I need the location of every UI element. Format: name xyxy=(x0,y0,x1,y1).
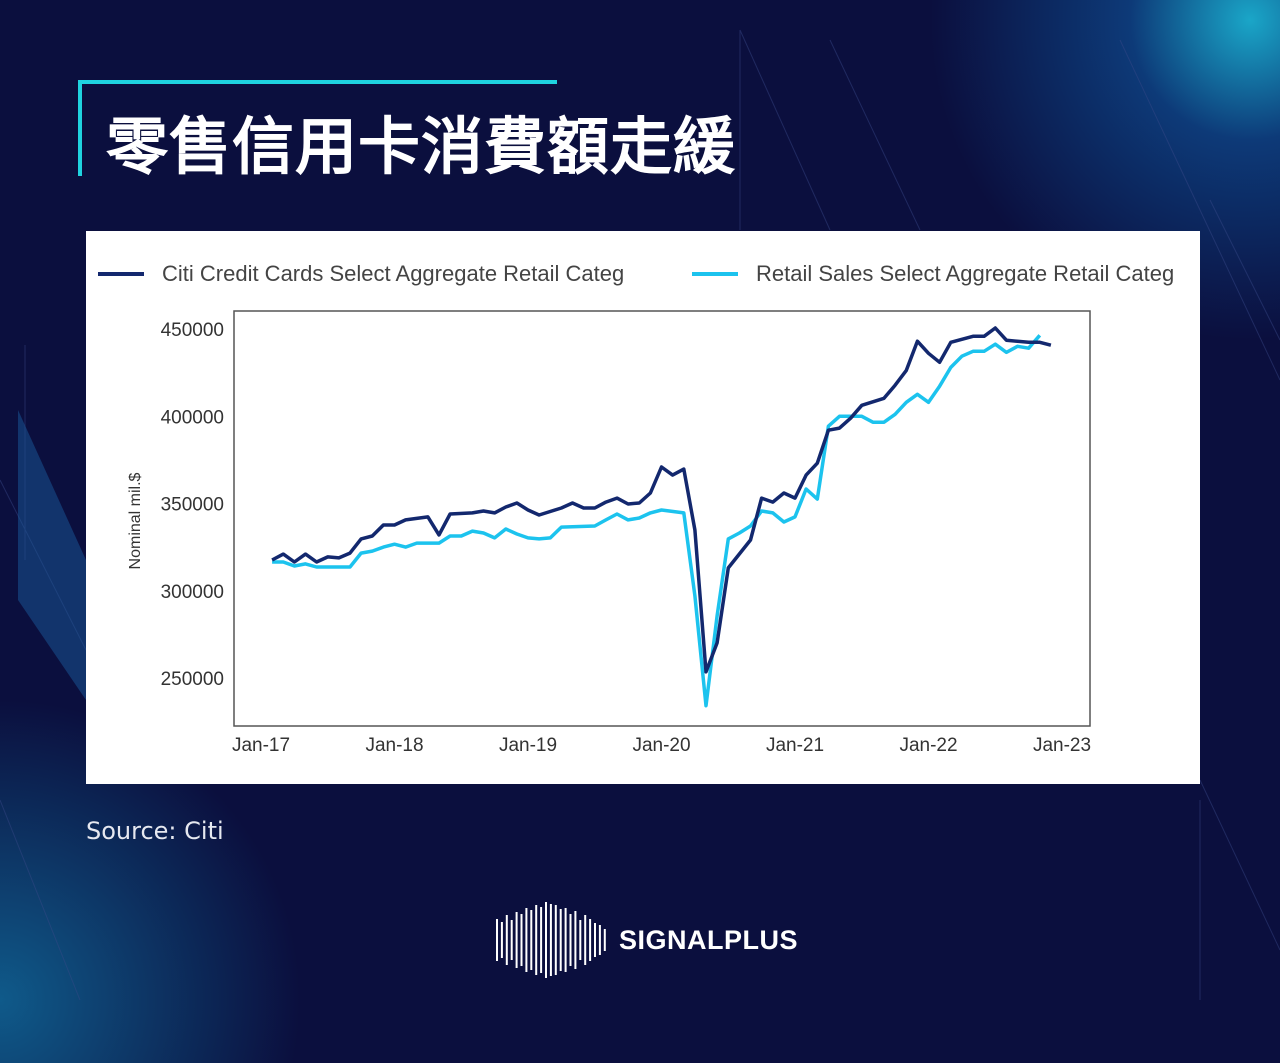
series-line-citi xyxy=(271,326,1052,674)
logo-bar xyxy=(554,905,557,975)
logo-bar xyxy=(520,914,523,966)
logo-bar xyxy=(549,904,552,976)
logo-bar xyxy=(584,915,587,965)
y-tick-label: 450000 xyxy=(161,320,224,341)
logo-bar xyxy=(540,907,543,973)
legend-label: Citi Credit Cards Select Aggregate Retai… xyxy=(162,261,624,286)
logo-bar xyxy=(515,912,518,968)
y-tick-label: 300000 xyxy=(161,582,224,603)
logo-bar xyxy=(564,908,567,972)
x-tick-label: Jan-21 xyxy=(766,735,824,756)
y-tick-label: 250000 xyxy=(161,669,224,690)
logo-bar xyxy=(594,923,596,957)
logo-bar xyxy=(525,908,528,972)
x-tick-label: Jan-19 xyxy=(499,735,557,756)
y-axis-label: Nominal mil.$ xyxy=(127,472,144,569)
logo-bar xyxy=(530,910,533,970)
logo-bar xyxy=(589,919,592,961)
logo-bar xyxy=(505,915,508,965)
y-tick-label: 350000 xyxy=(161,495,224,516)
plot-frame xyxy=(233,310,1091,727)
brand-name: SIGNALPLUS xyxy=(619,925,799,955)
logo-bar xyxy=(510,920,513,960)
x-tick-label: Jan-18 xyxy=(365,735,423,756)
logo-bar xyxy=(535,905,538,975)
x-tick-label: Jan-20 xyxy=(632,735,690,756)
logo-bar xyxy=(496,919,498,961)
title-accent-bar xyxy=(78,80,557,84)
logo-bar xyxy=(603,929,606,951)
legend-label: Retail Sales Select Aggregate Retail Cat… xyxy=(756,261,1174,286)
chart-panel: 450000 400000 350000 300000 250000 Jan-17 Jan-… xyxy=(86,231,1200,784)
logo-bar xyxy=(545,902,547,978)
logo-bar xyxy=(579,920,582,960)
logo-bar xyxy=(569,914,572,966)
series-line-retail xyxy=(272,334,1042,708)
title-accent-bar-left xyxy=(78,80,82,176)
y-tick-label: 400000 xyxy=(161,407,224,428)
x-tick-label: Jan-23 xyxy=(1033,735,1091,756)
logo-bar xyxy=(500,922,503,958)
x-tick-label: Jan-22 xyxy=(899,735,957,756)
logo-bar xyxy=(574,911,577,969)
x-tick-label: Jan-17 xyxy=(232,735,290,756)
source-note: Source: Citi xyxy=(86,817,224,845)
line-chart: 450000 400000 350000 300000 250000 Jan-17 Jan-… xyxy=(98,261,1174,756)
page-title: 零售信用卡消費額走緩 xyxy=(106,110,737,183)
logo-bar xyxy=(559,909,562,971)
signalplus-logo-icon xyxy=(496,902,606,978)
logo-bar xyxy=(598,925,601,955)
